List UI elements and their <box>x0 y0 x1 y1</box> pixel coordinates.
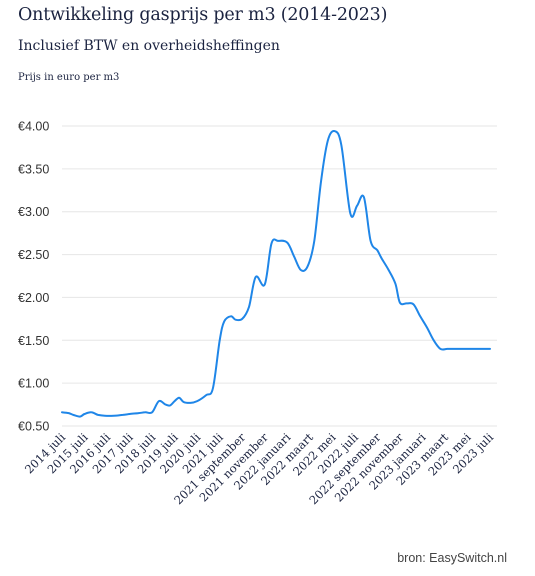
y-tick-label: €0.50 <box>18 420 49 434</box>
series-line <box>61 129 491 418</box>
y-axis-ticks: €0.50 €1.00 €1.50 €2.00 €2.50 €3.00 €3.50 €4.00 <box>18 120 49 434</box>
chart-title: Ontwikkeling gasprijs per m3 (2014-2023) <box>18 5 388 25</box>
y-tick-label: €2.00 <box>18 291 49 305</box>
y-tick-label: €2.50 <box>18 248 49 262</box>
grid-lines <box>62 125 497 427</box>
y-tick-label: €4.00 <box>18 120 49 134</box>
y-axis-label: Prijs in euro per m3 <box>18 72 120 83</box>
y-tick-label: €1.50 <box>18 334 49 348</box>
chart-subtitle: Inclusief BTW en overheidsheffingen <box>18 38 280 54</box>
source-note: bron: EasySwitch.nl <box>397 551 507 565</box>
y-tick-label: €1.00 <box>18 377 49 391</box>
y-tick-label: €3.00 <box>18 205 49 219</box>
y-tick-label: €3.50 <box>18 162 49 176</box>
